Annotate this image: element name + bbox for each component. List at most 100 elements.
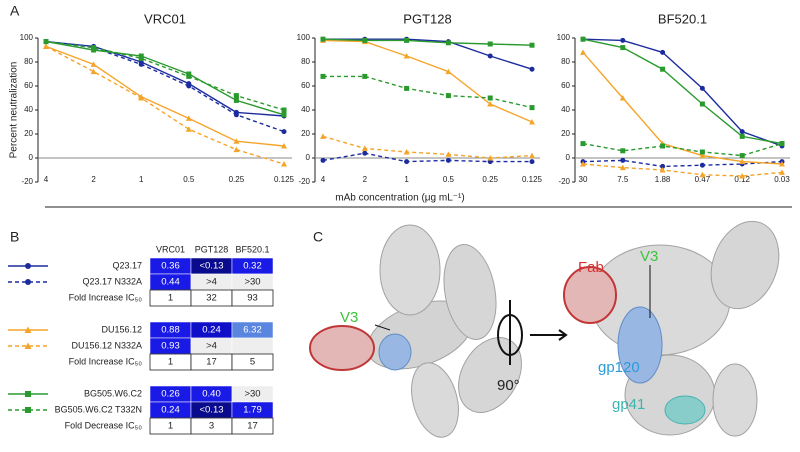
series-line	[582, 38, 783, 145]
series-line	[45, 40, 285, 117]
x-tick-label: 0.5	[443, 175, 455, 184]
series-line	[322, 38, 533, 46]
marker	[445, 93, 451, 99]
marker	[320, 36, 326, 42]
y-tick-label: 20	[301, 129, 310, 138]
y-tick-label: 20	[561, 129, 570, 138]
row-label: DU156.12 N332A	[71, 340, 142, 350]
y-tick-label: 100	[557, 33, 571, 42]
marker	[90, 68, 97, 75]
x-tick-label: 4	[44, 175, 49, 184]
marker	[404, 159, 410, 165]
table-value: 0.26	[161, 389, 180, 400]
y-tick-label: 60	[561, 81, 570, 90]
marker	[233, 146, 240, 153]
row-label: Fold Increase IC₅₀	[69, 356, 143, 366]
y-tick-label: -20	[21, 177, 33, 186]
marker	[529, 105, 535, 111]
rotation-arrow	[497, 300, 568, 365]
series-line	[323, 38, 533, 70]
marker	[320, 157, 326, 163]
marker	[320, 73, 326, 79]
x-tick-label: 2	[363, 175, 368, 184]
marker	[699, 85, 705, 91]
marker	[233, 97, 239, 103]
column-header: BF520.1	[235, 244, 269, 254]
x-tick-label: 0.03	[774, 175, 790, 184]
marker	[138, 95, 145, 101]
marker	[660, 66, 666, 72]
marker	[487, 53, 493, 59]
row-label: Q23.17 N332A	[82, 276, 142, 286]
x-tick-label: 1.88	[655, 175, 671, 184]
x-axis-label: mAb concentration (μg mL⁻¹)	[335, 193, 464, 204]
table-value: 1.79	[243, 405, 262, 416]
series-line	[582, 51, 783, 165]
y-tick-label: 40	[301, 105, 310, 114]
x-tick-label: 30	[579, 175, 588, 184]
marker	[739, 133, 745, 139]
row-label: Fold Increase IC₅₀	[69, 292, 143, 302]
marker	[619, 95, 626, 101]
series-line	[45, 40, 285, 116]
table-cell	[231, 353, 274, 371]
marker	[659, 167, 666, 173]
table-value: 0.24	[161, 405, 180, 416]
y-tick-label: 100	[297, 33, 311, 42]
marker	[739, 129, 745, 135]
pointer	[374, 324, 391, 331]
x-tick-label: 0.5	[183, 175, 195, 184]
marker	[529, 159, 535, 165]
series-line	[323, 75, 533, 109]
x-tick-label: 0.125	[522, 175, 543, 184]
table-value: 0.36	[161, 261, 180, 272]
marker	[233, 112, 239, 118]
marker	[620, 37, 626, 43]
marker	[138, 55, 144, 61]
gp120-label: gp120	[598, 359, 640, 376]
table-value: <0.13	[199, 261, 223, 272]
marker	[779, 161, 785, 167]
marker	[580, 49, 586, 55]
series-line	[582, 159, 783, 168]
row-label: Q23.17	[112, 260, 142, 270]
marker	[281, 129, 287, 135]
table-value: 17	[206, 357, 217, 368]
marker	[580, 141, 586, 147]
series-line	[45, 40, 285, 133]
marker	[660, 163, 666, 169]
marker	[660, 49, 666, 55]
y-tick-label: 0	[306, 153, 311, 162]
marker	[404, 37, 410, 43]
table-value: >30	[244, 389, 260, 400]
marker	[699, 171, 706, 178]
marker	[529, 152, 535, 159]
y-tick-label: 80	[301, 57, 310, 66]
series-line	[45, 45, 285, 165]
table-value: 17	[247, 421, 258, 432]
marker	[739, 173, 746, 179]
marker	[25, 391, 31, 397]
marker	[699, 152, 706, 159]
table-cell	[231, 417, 274, 435]
marker	[281, 143, 287, 149]
marker	[699, 101, 705, 107]
marker	[619, 164, 626, 171]
y-tick-label: 100	[20, 33, 34, 42]
table-value: 6.32	[243, 325, 262, 336]
table-value: 5	[250, 357, 255, 368]
structure-left	[309, 224, 522, 438]
marker	[739, 158, 746, 165]
marker	[620, 45, 626, 51]
y-tick-label: 80	[24, 57, 33, 66]
marker	[529, 42, 535, 48]
y-tick-label: -20	[558, 177, 570, 186]
marker	[43, 39, 49, 45]
row-label: BG505.W6.C2 T332N	[55, 404, 142, 414]
y-tick-label: 0	[566, 153, 571, 162]
column-header: PGT128	[195, 244, 229, 254]
panel-label: C	[313, 229, 323, 245]
marker	[445, 157, 451, 163]
table-value: 0.32	[243, 261, 262, 272]
